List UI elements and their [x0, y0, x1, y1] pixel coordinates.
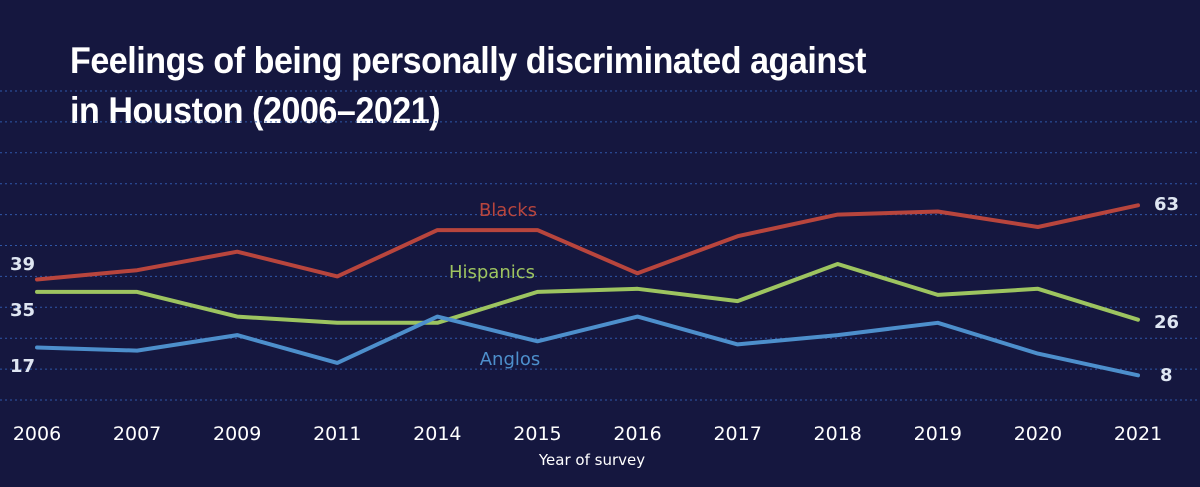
x-tick-label: 2009	[213, 423, 261, 445]
gridlines	[0, 90, 1200, 401]
series-line-blacks	[35, 203, 1140, 282]
x-tick-label: 2018	[814, 423, 862, 445]
x-tick-label: 2006	[13, 423, 61, 445]
chart-title: Feelings of being personally discriminat…	[70, 36, 898, 136]
x-axis-label: Year of survey	[538, 451, 645, 469]
series-label-blacks: Blacks	[479, 200, 537, 221]
value-labels: 39 35 17 63 26 8	[10, 194, 1179, 386]
x-tick-label: 2020	[1014, 423, 1062, 445]
x-tick-label: 2014	[413, 423, 461, 445]
start-label-hispanics: 35	[10, 300, 35, 321]
x-tick-label: 2017	[713, 423, 761, 445]
start-label-anglos: 17	[10, 356, 35, 377]
x-tick-label: 2016	[613, 423, 661, 445]
series-lines	[35, 203, 1140, 378]
x-tick-label: 2007	[113, 423, 161, 445]
start-label-blacks: 39	[10, 254, 35, 275]
chart-title-line-2: in Houston (2006–2021)	[70, 90, 441, 131]
x-tick-label: 2021	[1114, 423, 1162, 445]
x-axis-ticks: 2006 2007 2009 2011 2014 2015 2016 2017 2018 2019…	[13, 423, 1162, 445]
chart-title-line-1: Feelings of being personally discriminat…	[70, 40, 867, 81]
x-tick-label: 2019	[914, 423, 962, 445]
series-line-hispanics	[35, 262, 1140, 325]
series-line-anglos	[35, 314, 1140, 378]
end-label-blacks: 63	[1154, 194, 1179, 215]
series-label-hispanics: Hispanics	[449, 262, 535, 283]
end-label-anglos: 8	[1160, 365, 1173, 386]
series-labels: Blacks Hispanics Anglos	[449, 200, 540, 370]
end-label-hispanics: 26	[1154, 312, 1179, 333]
x-tick-label: 2015	[513, 423, 561, 445]
x-tick-label: 2011	[313, 423, 361, 445]
series-label-anglos: Anglos	[480, 349, 541, 370]
